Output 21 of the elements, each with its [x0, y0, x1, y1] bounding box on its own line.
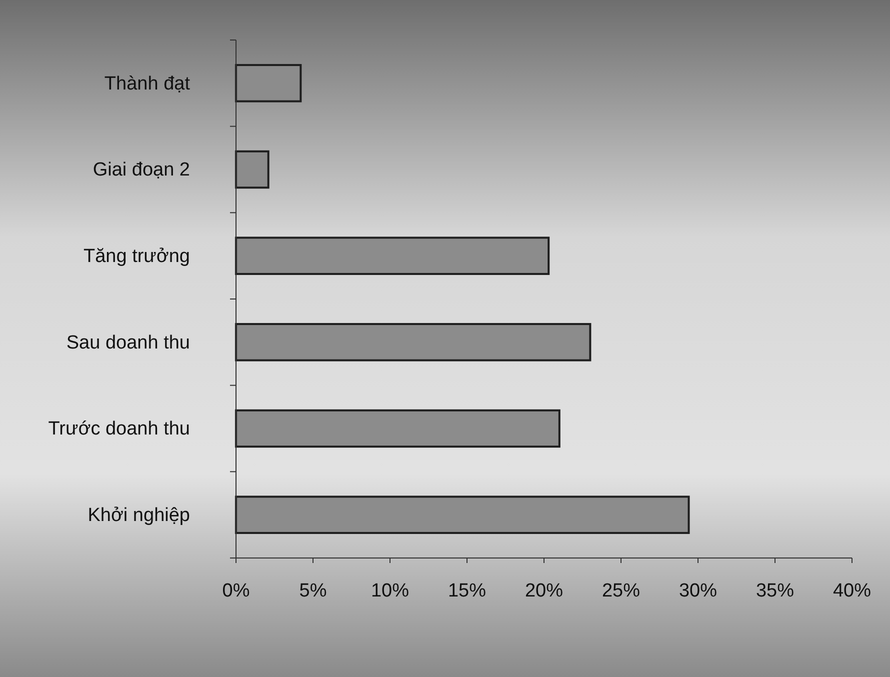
x-tick-label: 15%: [448, 580, 486, 602]
x-tick-label: 20%: [524, 580, 564, 602]
x-tick-label: 30%: [678, 580, 718, 602]
bar: [235, 496, 690, 534]
bar: [235, 64, 302, 102]
bar: [235, 150, 270, 189]
bar: [235, 236, 550, 275]
bar: [235, 323, 592, 362]
y-tick-label: Tăng trưởng: [83, 246, 190, 267]
y-tick-label: Thành đạt: [104, 73, 191, 94]
x-tick-label: 35%: [756, 580, 794, 602]
y-tick-label: Trước doanh thu: [48, 418, 190, 440]
x-tick-label: 25%: [602, 580, 640, 602]
x-tick-label: 0%: [222, 580, 250, 602]
x-tick-label: 10%: [370, 580, 410, 602]
y-tick-label: Sau doanh thu: [66, 332, 190, 354]
bar: [235, 409, 560, 448]
x-tick-label: 40%: [832, 580, 872, 602]
y-tick-label: Khởi nghiệp: [88, 504, 190, 526]
x-tick-label: 5%: [299, 580, 327, 602]
y-tick-label: Giai đoạn 2: [92, 160, 190, 181]
